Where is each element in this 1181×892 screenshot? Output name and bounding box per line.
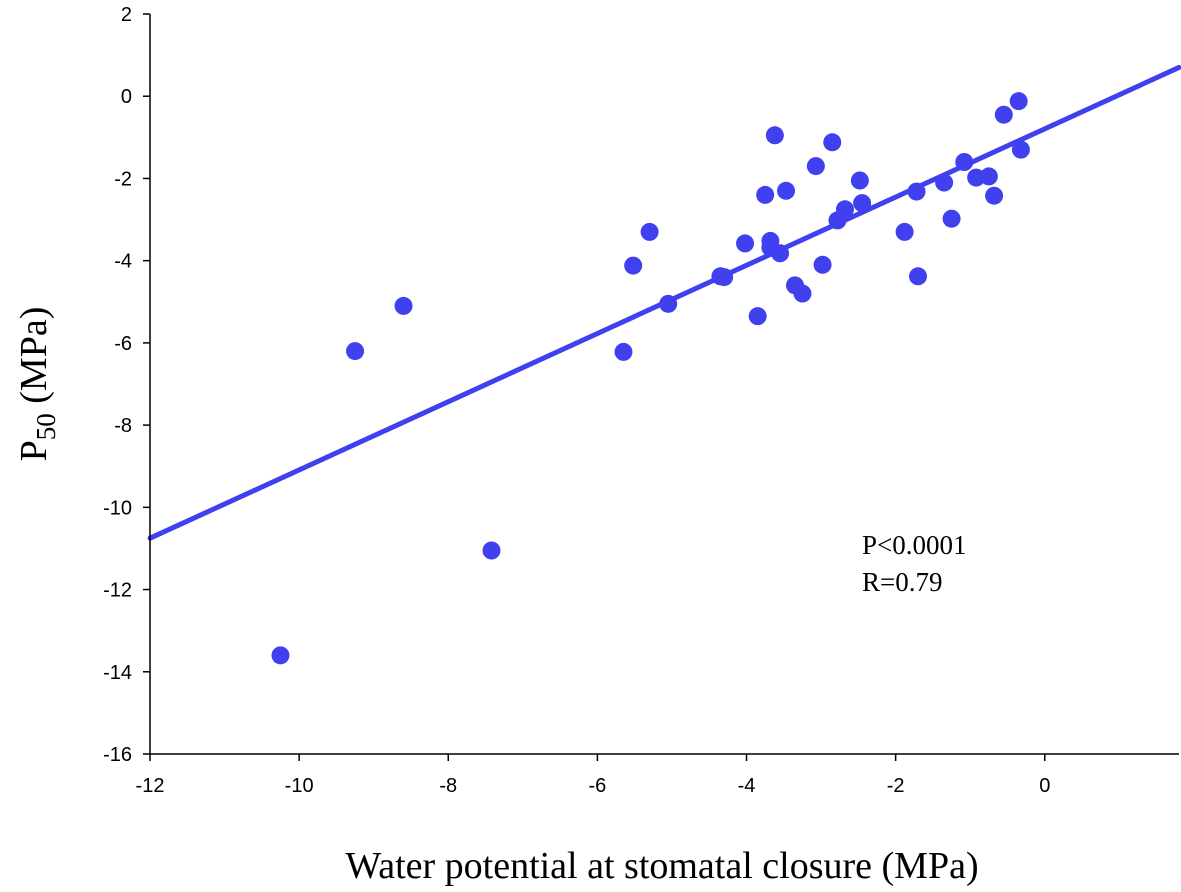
data-point — [736, 234, 755, 253]
y-axis-title-main: P — [13, 440, 55, 461]
data-point — [850, 171, 869, 190]
data-point — [835, 200, 854, 219]
data-point — [624, 256, 643, 275]
data-point — [979, 167, 998, 186]
data-point — [1011, 140, 1030, 159]
y-tick-label: 0 — [121, 86, 132, 108]
x-tick-label: -10 — [285, 775, 314, 797]
data-point — [271, 646, 290, 665]
y-tick-label: -14 — [103, 662, 132, 684]
y-axis-title: P50 (MPa) — [13, 307, 61, 462]
x-tick-label: 0 — [1039, 775, 1050, 797]
data-point — [909, 267, 928, 286]
data-point — [907, 182, 926, 201]
data-point — [756, 185, 775, 204]
y-tick-label: 2 — [121, 4, 132, 26]
y-tick-label: -2 — [114, 168, 132, 190]
x-tick-label: -8 — [439, 775, 457, 797]
data-point — [748, 307, 767, 326]
data-point — [346, 342, 365, 361]
x-tick-label: -4 — [738, 775, 756, 797]
data-point — [394, 296, 413, 315]
y-axis-title-subscript: 50 — [31, 413, 61, 440]
x-axis-title: Water potential at stomatal closure (MPa… — [345, 845, 978, 887]
data-point — [853, 194, 872, 213]
y-tick-label: -4 — [114, 251, 132, 273]
data-point — [614, 342, 633, 361]
data-point — [994, 105, 1013, 124]
data-point — [985, 186, 1004, 205]
data-point — [777, 181, 796, 200]
data-point — [765, 126, 784, 145]
data-point — [942, 209, 961, 228]
data-point — [935, 173, 954, 192]
x-tick-label: -12 — [136, 775, 165, 797]
r-value-annotation: R=0.79 — [862, 567, 943, 597]
data-point — [1009, 92, 1028, 111]
x-tick-label: -6 — [588, 775, 606, 797]
data-point — [659, 294, 678, 313]
data-point — [813, 255, 832, 274]
data-point — [715, 268, 734, 287]
data-point — [955, 153, 974, 171]
y-axis-title-units: (MPa) — [13, 307, 55, 414]
data-point — [482, 541, 501, 560]
data-point — [793, 284, 812, 303]
y-tick-label: -16 — [103, 744, 132, 766]
y-tick-label: -10 — [103, 497, 132, 519]
data-point — [640, 222, 659, 241]
y-tick-label: -8 — [114, 415, 132, 437]
data-point — [823, 133, 842, 152]
x-tick-label: -2 — [887, 775, 905, 797]
data-point — [806, 157, 825, 176]
y-tick-label: -12 — [103, 580, 132, 602]
p-value-annotation: P<0.0001 — [862, 530, 967, 560]
data-point — [771, 244, 790, 263]
y-tick-label: -6 — [114, 333, 132, 355]
data-point — [895, 222, 914, 241]
